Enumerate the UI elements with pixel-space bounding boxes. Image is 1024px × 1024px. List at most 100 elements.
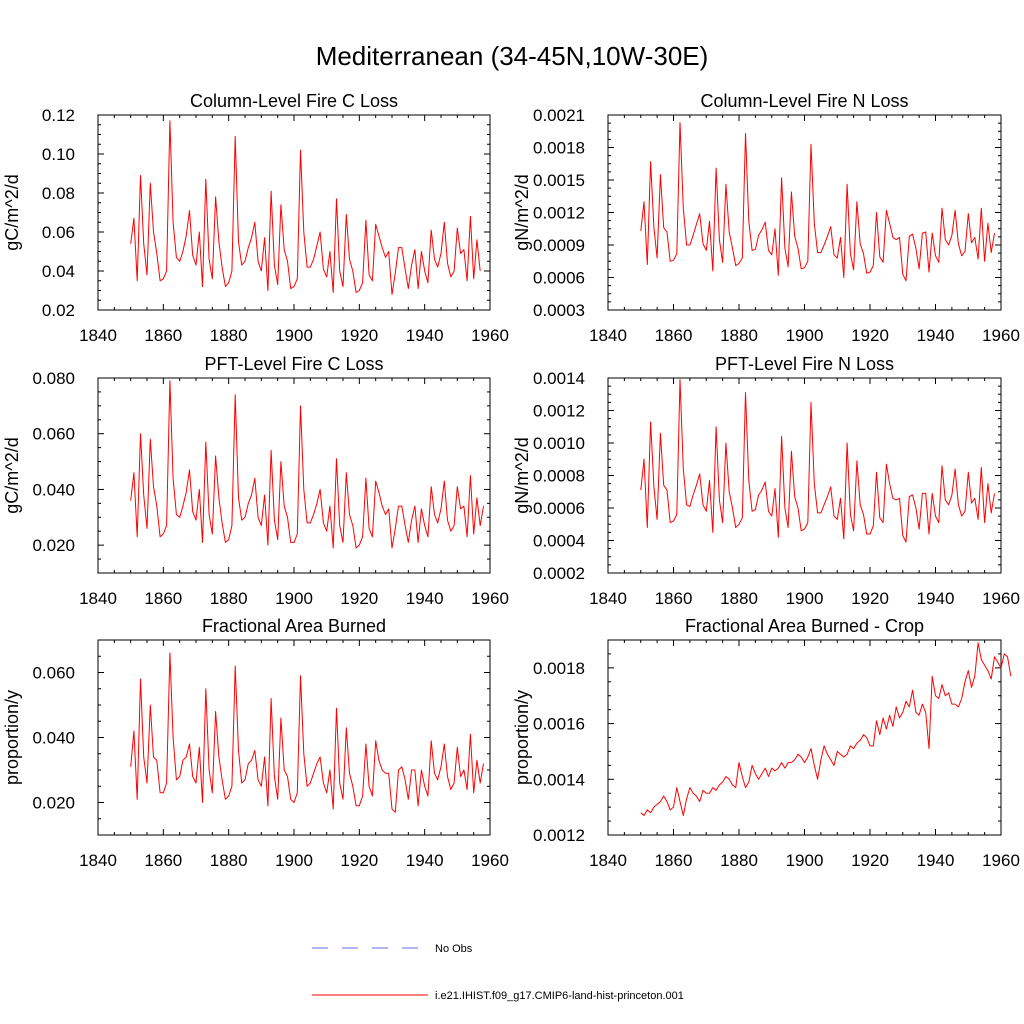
- y-tick-label: 0.0008: [533, 467, 585, 486]
- x-tick-label: 1880: [210, 326, 248, 345]
- legend-obs-label: No Obs: [435, 943, 473, 955]
- y-axis-label: gN/m^2/d: [512, 437, 532, 513]
- y-tick-label: 0.0006: [533, 499, 585, 518]
- chart-panel: 1840 1860 1880 1900 1920 1940 1960 0.02 0.04 0.06…: [2, 91, 509, 345]
- panel-group: 1840 1860 1880 1900 1920 1940 1960 0.02 0.04 0.06…: [2, 91, 1020, 870]
- y-tick-label: 0.02: [42, 301, 75, 320]
- y-axis-label: gN/m^2/d: [512, 174, 532, 250]
- x-tick-label: 1840: [79, 851, 117, 870]
- x-tick-label: 1880: [720, 851, 758, 870]
- x-tick-label: 1940: [917, 851, 955, 870]
- y-tick-label: 0.06: [42, 223, 75, 242]
- y-tick-label: 0.080: [32, 369, 75, 388]
- chart-panel: 1840 1860 1880 1900 1920 1940 1960 0.020 0.040 0.…: [2, 616, 509, 870]
- x-tick-label: 1920: [340, 326, 378, 345]
- y-tick-label: 0.0003: [533, 301, 585, 320]
- y-axis-label: proportion/y: [2, 690, 22, 785]
- y-tick-label: 0.060: [32, 425, 75, 444]
- x-tick-label: 1920: [340, 851, 378, 870]
- panel-title: Column-Level Fire C Loss: [190, 91, 398, 111]
- y-tick-label: 0.08: [42, 184, 75, 203]
- plot-frame: [97, 114, 491, 311]
- chart-panel: 1840 1860 1880 1900 1920 1940 1960 0.020 0.040 0.…: [2, 354, 509, 608]
- series-line: [640, 379, 995, 543]
- x-tick-label: 1840: [589, 326, 627, 345]
- panel-title: Column-Level Fire N Loss: [700, 91, 908, 111]
- y-tick-label: 0.0015: [533, 171, 585, 190]
- chart-panel: 1840 1860 1880 1900 1920 1940 1960 0.0012 0.0014…: [512, 616, 1020, 870]
- y-tick-label: 0.04: [42, 262, 75, 281]
- plot-frame: [97, 377, 491, 574]
- x-tick-label: 1940: [917, 326, 955, 345]
- x-tick-label: 1960: [982, 851, 1020, 870]
- y-tick-label: 0.0014: [533, 770, 585, 789]
- series-line: [640, 122, 995, 282]
- x-tick-label: 1900: [786, 326, 824, 345]
- chart-panel: 1840 1860 1880 1900 1920 1940 1960 0.0003 0.0006…: [512, 91, 1020, 345]
- x-tick-label: 1900: [275, 851, 313, 870]
- x-tick-label: 1880: [720, 326, 758, 345]
- x-tick-label: 1840: [589, 851, 627, 870]
- panel-title: PFT-Level Fire N Loss: [715, 354, 894, 374]
- plot-frame: [607, 639, 1002, 836]
- x-tick-label: 1840: [79, 589, 117, 608]
- x-tick-label: 1920: [851, 326, 889, 345]
- x-tick-label: 1920: [851, 851, 889, 870]
- y-tick-label: 0.020: [32, 794, 75, 813]
- x-tick-label: 1860: [655, 851, 693, 870]
- y-tick-label: 0.060: [32, 664, 75, 683]
- x-tick-label: 1900: [786, 589, 824, 608]
- y-tick-label: 0.0002: [533, 564, 585, 583]
- x-tick-label: 1900: [275, 589, 313, 608]
- panel-title: Fractional Area Burned: [202, 616, 386, 636]
- x-tick-label: 1960: [982, 589, 1020, 608]
- legend-model-label: i.e21.IHIST.f09_g17.CMIP6-land-hist-prin…: [435, 990, 684, 1002]
- plot-frame: [607, 377, 1002, 574]
- y-tick-label: 0.0006: [533, 269, 585, 288]
- y-axis-label: gC/m^2/d: [2, 174, 22, 250]
- y-tick-label: 0.10: [42, 145, 75, 164]
- x-tick-label: 1840: [79, 326, 117, 345]
- x-tick-label: 1880: [210, 851, 248, 870]
- y-tick-label: 0.0012: [533, 826, 585, 845]
- x-tick-label: 1880: [210, 589, 248, 608]
- x-tick-label: 1940: [406, 589, 444, 608]
- main-title: Mediterranean (34-45N,10W-30E): [316, 41, 709, 71]
- x-tick-label: 1840: [589, 589, 627, 608]
- y-axis-label: proportion/y: [512, 690, 532, 785]
- y-tick-label: 0.0016: [533, 715, 585, 734]
- x-tick-label: 1860: [655, 326, 693, 345]
- x-tick-label: 1900: [275, 326, 313, 345]
- x-tick-label: 1920: [340, 589, 378, 608]
- x-tick-label: 1940: [917, 589, 955, 608]
- x-tick-label: 1860: [655, 589, 693, 608]
- series-line: [130, 652, 484, 813]
- y-tick-label: 0.0021: [533, 106, 585, 125]
- y-tick-label: 0.0018: [533, 139, 585, 158]
- y-tick-label: 0.0010: [533, 434, 585, 453]
- plot-frame: [97, 639, 491, 836]
- series-line: [130, 380, 484, 549]
- y-tick-label: 0.0018: [533, 659, 585, 678]
- x-tick-label: 1920: [851, 589, 889, 608]
- panel-title: PFT-Level Fire C Loss: [204, 354, 383, 374]
- y-tick-label: 0.0009: [533, 236, 585, 255]
- x-tick-label: 1940: [406, 851, 444, 870]
- chart-panel: 1840 1860 1880 1900 1920 1940 1960 0.0002 0.0004…: [512, 354, 1020, 608]
- x-tick-label: 1900: [786, 851, 824, 870]
- y-tick-label: 0.020: [32, 536, 75, 555]
- series-line: [640, 642, 1012, 816]
- x-tick-label: 1880: [720, 589, 758, 608]
- x-tick-label: 1960: [471, 326, 509, 345]
- legend: No Obs i.e21.IHIST.f09_g17.CMIP6-land-hi…: [312, 943, 684, 1002]
- x-tick-label: 1860: [144, 851, 182, 870]
- y-tick-label: 0.0012: [533, 204, 585, 223]
- x-tick-label: 1960: [471, 851, 509, 870]
- y-tick-label: 0.040: [32, 729, 75, 748]
- y-tick-label: 0.0014: [533, 369, 585, 388]
- x-tick-label: 1960: [982, 326, 1020, 345]
- x-tick-label: 1960: [471, 589, 509, 608]
- x-tick-label: 1860: [144, 589, 182, 608]
- x-tick-label: 1940: [406, 326, 444, 345]
